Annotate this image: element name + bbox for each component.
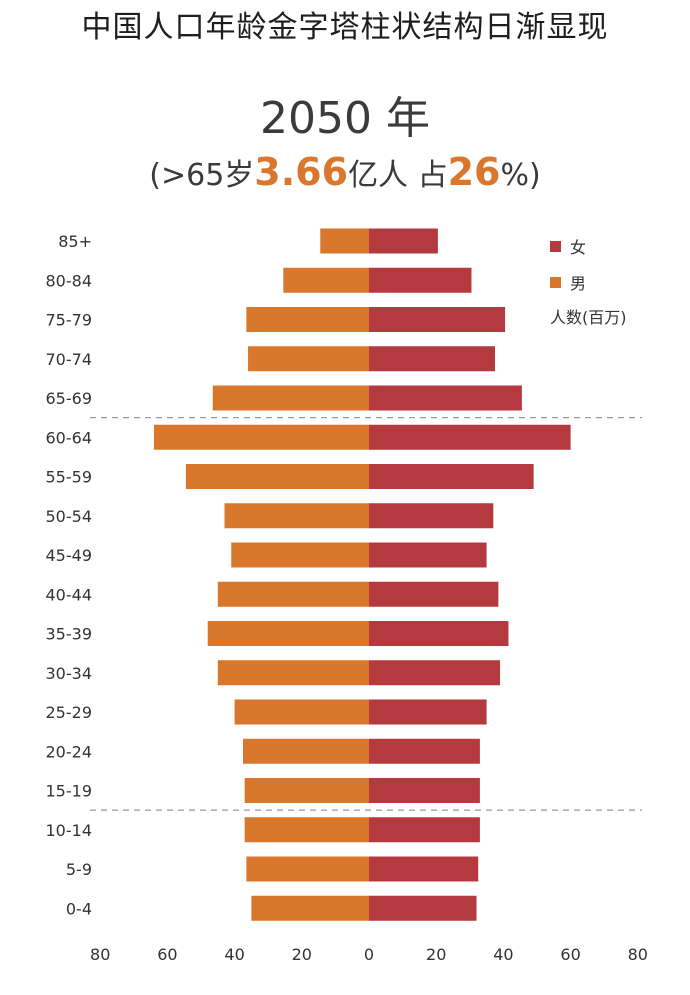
y-tick-label: 45-49 [46, 546, 93, 565]
bar-female-15-19 [369, 778, 480, 803]
y-tick-label: 70-74 [46, 350, 93, 369]
bar-female-65-69 [369, 385, 522, 411]
bar-male-70-74 [248, 346, 369, 372]
y-tick-label: 30-34 [46, 664, 93, 683]
x-tick-label: 60 [560, 945, 580, 964]
bar-male-50-54 [224, 503, 369, 529]
x-tick-label: 60 [157, 945, 177, 964]
bar-female-0-4 [369, 895, 477, 921]
y-tick-label: 85+ [58, 232, 92, 251]
y-tick-label: 15-19 [46, 782, 93, 801]
y-tick-label: 65-69 [46, 389, 93, 408]
y-tick-label: 60-64 [46, 428, 93, 447]
bar-male-80-84 [283, 267, 369, 293]
y-tick-label: 40-44 [46, 585, 93, 604]
bar-male-0-4 [251, 895, 369, 921]
x-tick-label: 40 [493, 945, 513, 964]
y-tick-label: 75-79 [46, 311, 93, 330]
subtitle-percent: 26 [447, 150, 501, 194]
subtitle-prefix: (>65岁 [149, 158, 255, 193]
bar-male-20-24 [243, 738, 369, 764]
bar-male-35-39 [207, 621, 369, 646]
bar-male-40-44 [217, 581, 369, 607]
bar-male-10-14 [244, 817, 369, 843]
bar-male-55-59 [185, 464, 369, 489]
bar-female-45-49 [369, 542, 487, 568]
legend-label-male: 男 [570, 274, 587, 293]
legend-swatch-female [550, 240, 561, 252]
subtitle-mid: 亿人 占 [348, 158, 448, 193]
y-tick-label: 80-84 [46, 271, 93, 290]
chart-legend: 女 男 人数(百万) [550, 228, 627, 328]
bar-male-5-9 [246, 856, 369, 882]
y-tick-label: 10-14 [46, 821, 93, 840]
y-tick-label: 5-9 [66, 860, 92, 879]
bar-male-65-69 [212, 385, 369, 411]
subtitle-value: 3.66 [254, 150, 349, 194]
bar-male-75-79 [246, 307, 369, 332]
bar-female-75-79 [369, 307, 506, 332]
bar-male-60-64 [153, 424, 369, 450]
subtitle-suffix: %) [500, 158, 541, 193]
bar-female-70-74 [369, 346, 495, 372]
chart-year-title: 2050 年 [260, 93, 430, 144]
legend-label-female: 女 [570, 238, 587, 257]
y-tick-label: 50-54 [46, 507, 93, 526]
bar-male-85+ [320, 228, 369, 254]
bar-female-40-44 [369, 581, 499, 607]
x-tick-label: 20 [292, 945, 312, 964]
bar-female-85+ [369, 228, 438, 254]
legend-unit-label: 人数(百万) [550, 308, 627, 327]
bar-female-5-9 [369, 856, 479, 882]
page-title: 中国人口年龄金字塔柱状结构日渐显现 [81, 10, 609, 45]
bar-male-25-29 [234, 699, 369, 725]
bar-female-55-59 [369, 464, 534, 489]
chart-subtitle: (>65岁3.66亿人 占26%) [0, 150, 690, 194]
x-tick-label: 80 [90, 945, 110, 964]
bar-female-20-24 [369, 738, 480, 764]
y-tick-label: 20-24 [46, 742, 93, 761]
y-tick-label: 0-4 [66, 899, 92, 918]
bar-male-45-49 [231, 542, 369, 568]
x-tick-label: 80 [628, 945, 648, 964]
bar-female-25-29 [369, 699, 487, 725]
bar-female-10-14 [369, 817, 480, 843]
bar-female-80-84 [369, 267, 472, 293]
legend-item-female: 女 [550, 228, 627, 264]
bar-male-30-34 [217, 660, 369, 686]
bar-female-50-54 [369, 503, 494, 529]
x-tick-label: 40 [224, 945, 244, 964]
y-tick-label: 25-29 [46, 703, 93, 722]
x-tick-label: 0 [364, 945, 374, 964]
bar-male-15-19 [244, 778, 369, 803]
bar-female-60-64 [369, 424, 571, 450]
legend-swatch-male [550, 276, 561, 288]
legend-item-male: 男 [550, 264, 627, 300]
bar-female-30-34 [369, 660, 501, 686]
bar-female-35-39 [369, 621, 509, 646]
y-tick-label: 35-39 [46, 625, 93, 644]
x-tick-label: 20 [426, 945, 446, 964]
y-tick-label: 55-59 [46, 468, 93, 487]
